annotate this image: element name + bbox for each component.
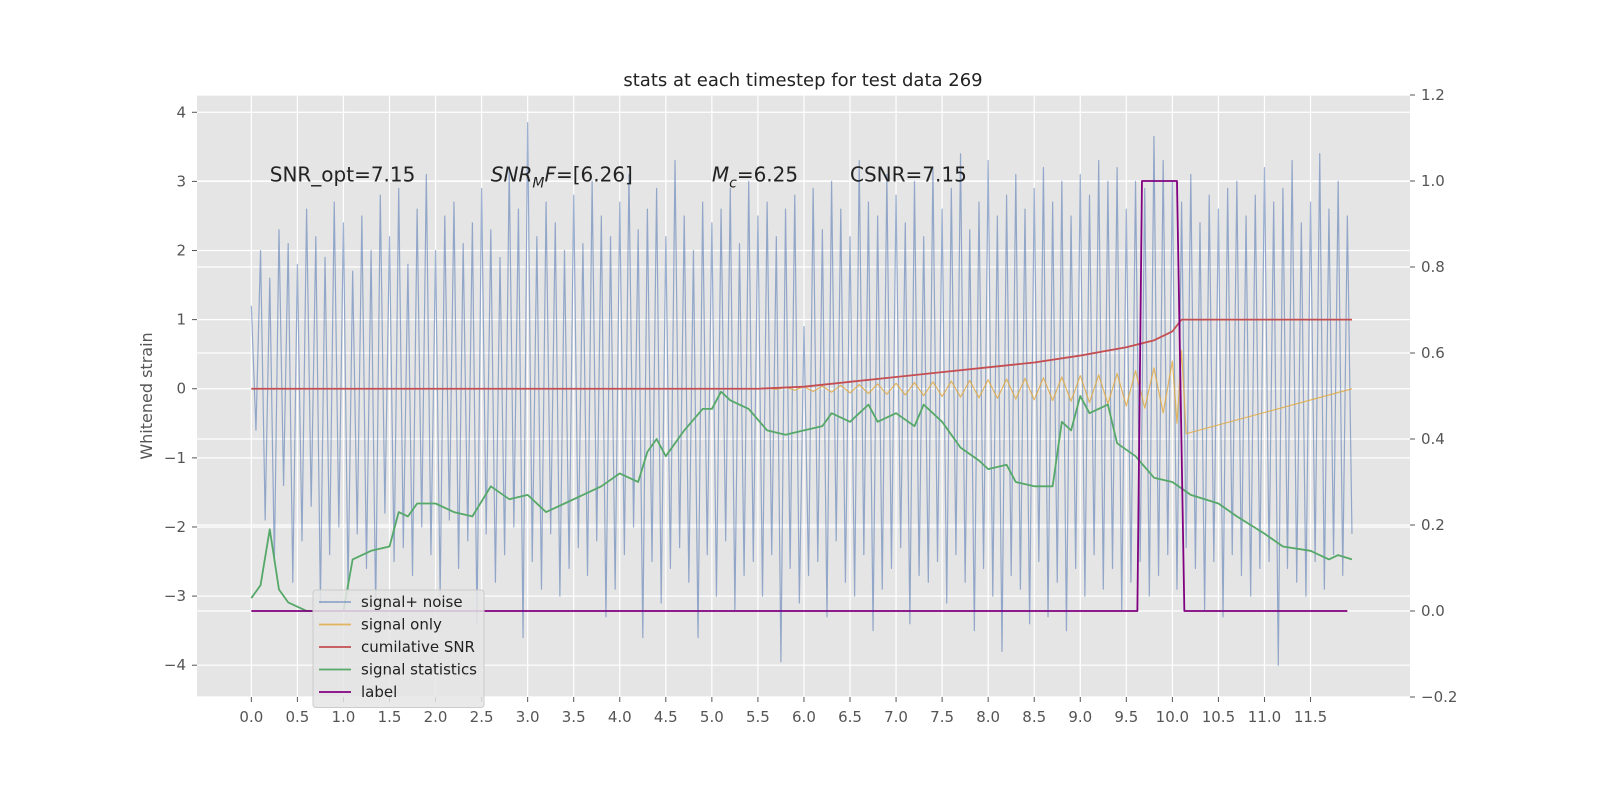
y2-tick-label: 0.4 (1421, 430, 1445, 448)
y-tick-label: 2 (176, 242, 186, 260)
x-tick-label: 0.5 (285, 708, 309, 726)
y2-tick-label: 0.2 (1421, 516, 1445, 534)
x-tick-label: 2.0 (424, 708, 448, 726)
x-tick-label: 7.5 (930, 708, 954, 726)
series-line (250, 390, 1353, 612)
x-tick-label: 8.5 (1022, 708, 1046, 726)
y2-tick-label: −0.2 (1421, 688, 1457, 706)
x-tick-label: 4.0 (608, 708, 632, 726)
x-tick-label: 5.5 (746, 708, 770, 726)
x-tick-label: 3.0 (516, 708, 540, 726)
series-line (250, 122, 1353, 666)
annotation-part: M (532, 175, 544, 191)
y-tick-label: −3 (164, 587, 186, 605)
legend-label: signal only (361, 616, 442, 634)
annotation-part: F (544, 162, 556, 186)
annotation-part: =6.25 (737, 162, 798, 186)
x-tick-label: 4.5 (654, 708, 678, 726)
series-line (251, 350, 1353, 435)
x-tick-label: 7.0 (884, 708, 908, 726)
legend-label: signal statistics (361, 661, 477, 679)
x-tick-label: 9.0 (1068, 708, 1092, 726)
chart-title: stats at each timestep for test data 269 (623, 70, 982, 91)
marks: SNR_opt=7.15 SNRMF=[6.26] Mc=6.25 CSNR=7.15 (250, 122, 1353, 666)
x-tick-label: 0.0 (239, 708, 263, 726)
annotation: CSNR=7.15 (850, 162, 967, 186)
annotation: SNRMF=[6.26] (491, 162, 633, 191)
legend-box (312, 589, 485, 708)
annotation-part: CSNR=7.15 (850, 162, 967, 186)
x-tick-label: 11.0 (1248, 708, 1281, 726)
annotation: Mc=6.25 (712, 162, 798, 191)
x-tick-label: 10.0 (1156, 708, 1189, 726)
x-tick-label: 6.5 (838, 708, 862, 726)
annotation: SNR_opt=7.15 (270, 162, 416, 186)
y-tick-label: 0 (176, 380, 186, 398)
y2-tick-label: 1.2 (1421, 86, 1445, 104)
legend: signal+ noise signal only cumilative SNR si… (312, 589, 485, 708)
y-tick-label: −2 (164, 518, 186, 536)
x-tick-label: 11.5 (1294, 708, 1327, 726)
x-tick-label: 10.5 (1202, 708, 1235, 726)
x-tick-label: 2.5 (470, 708, 494, 726)
y-tick-label: −4 (164, 656, 186, 674)
y2-tick-label: 0.0 (1421, 602, 1445, 620)
annotation-part: SNR_opt=7.15 (270, 162, 416, 186)
y-tick-label: 3 (176, 172, 186, 190)
x-tick-label: 5.0 (700, 708, 724, 726)
x-tick-label: 6.0 (792, 708, 816, 726)
legend-label: signal+ noise (361, 593, 463, 611)
series-line (251, 318, 1352, 390)
y2-tick-label: 0.8 (1421, 258, 1445, 276)
legend-label: cumilative SNR (361, 638, 475, 656)
annotation-part: SNR (491, 162, 533, 186)
y2-tick-label: 1.0 (1421, 172, 1445, 190)
annotation-part: c (729, 175, 737, 191)
legend-label: label (361, 683, 397, 701)
series-line (251, 180, 1348, 612)
y-tick-label: 1 (176, 311, 186, 329)
x-tick-label: 9.5 (1114, 708, 1138, 726)
axes: 0.0 0.5 1.0 1.5 2.0 2.5 3.0 3.5 4.0 4.5 5.0 5.5 6.0 6… (164, 86, 1458, 726)
y-tick-label: −1 (164, 449, 186, 467)
y-axis-label: Whitened strain (137, 332, 156, 459)
x-tick-label: 8.0 (976, 708, 1000, 726)
x-tick-label: 1.5 (378, 708, 402, 726)
x-tick-label: 1.0 (332, 708, 356, 726)
y-tick-label: 4 (176, 103, 186, 121)
x-tick-label: 3.5 (562, 708, 586, 726)
annotation-part: M (712, 162, 729, 186)
annotation-part: =[6.26] (556, 162, 633, 186)
y2-tick-label: 0.6 (1421, 344, 1445, 362)
